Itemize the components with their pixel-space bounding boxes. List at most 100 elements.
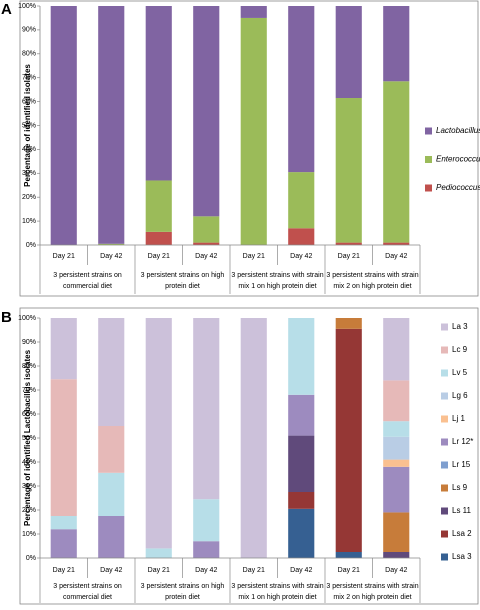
bar-segment bbox=[383, 421, 410, 437]
legend-label: Lj 1 bbox=[452, 414, 465, 423]
bar-segment bbox=[383, 242, 410, 245]
x-tick-label: Day 42 bbox=[385, 567, 407, 574]
y-tick-label: 60% bbox=[22, 411, 36, 418]
y-tick-label: 90% bbox=[22, 27, 36, 34]
bar-segment bbox=[288, 508, 315, 558]
x-tick-label: Day 42 bbox=[290, 253, 312, 260]
y-tick-label: 60% bbox=[22, 98, 36, 105]
y-tick-label: 50% bbox=[22, 435, 36, 442]
legend-label: Lg 6 bbox=[452, 391, 468, 400]
x-tick-label: Day 21 bbox=[243, 567, 265, 574]
legend-label: Lc 9 bbox=[452, 345, 468, 354]
group-label: 3 persistent strains with strain mix 1 on… bbox=[231, 583, 323, 601]
legend-swatch bbox=[441, 346, 448, 354]
bar-segment bbox=[288, 492, 315, 509]
bar-segment bbox=[145, 6, 172, 181]
bar-segment bbox=[98, 516, 125, 558]
legend-label: Ls 11 bbox=[452, 506, 472, 515]
x-tick-label: Day 42 bbox=[385, 253, 407, 260]
y-axis-title: Percentage of identified isolates bbox=[23, 64, 32, 187]
bar-segment bbox=[50, 529, 77, 558]
bar-segment bbox=[240, 17, 267, 246]
bar-segment bbox=[288, 6, 315, 173]
bar-segment bbox=[335, 6, 362, 99]
y-tick-label: 80% bbox=[22, 363, 36, 370]
bar-segment bbox=[193, 541, 220, 558]
y-tick-label: 30% bbox=[22, 170, 36, 177]
legend-swatch bbox=[441, 323, 448, 331]
legend-label: Lr 12* bbox=[452, 437, 473, 446]
bar-segment bbox=[145, 318, 172, 549]
legend-label: Enterococcus bbox=[436, 155, 480, 164]
x-tick-label: Day 42 bbox=[195, 253, 217, 260]
legend-swatch bbox=[441, 507, 448, 515]
legend-swatch bbox=[441, 484, 448, 492]
bar-segment bbox=[98, 472, 125, 516]
y-tick-label: 90% bbox=[22, 339, 36, 346]
bar-segment bbox=[98, 426, 125, 473]
bar-segment bbox=[145, 180, 172, 232]
y-axis-title: Percentage of identified Lactobacillus i… bbox=[23, 349, 32, 526]
bar-segment bbox=[193, 318, 220, 500]
x-tick-label: Day 42 bbox=[100, 253, 122, 260]
group-label: 3 persistent strains on commercial diet bbox=[53, 272, 122, 290]
bar-segment bbox=[335, 98, 362, 243]
legend-label: Pediococcus bbox=[436, 183, 480, 192]
bar-segment bbox=[50, 6, 77, 245]
bar-segment bbox=[288, 435, 315, 492]
chart-border bbox=[19, 0, 479, 297]
legend-label: Lactobacillus bbox=[436, 126, 480, 135]
legend-swatch bbox=[441, 461, 448, 469]
bar-segment bbox=[288, 172, 315, 229]
group-label: 3 persistent strains on commercial diet bbox=[53, 583, 122, 601]
y-tick-label: 50% bbox=[22, 122, 36, 129]
legend-swatch bbox=[441, 438, 448, 446]
legend-swatch bbox=[425, 156, 432, 163]
legend-swatch bbox=[441, 553, 448, 561]
bar-segment bbox=[98, 318, 125, 426]
y-tick-label: 10% bbox=[22, 531, 36, 538]
bar-segment bbox=[383, 380, 410, 422]
y-tick-label: 40% bbox=[22, 459, 36, 466]
group-label: 3 persistent strains on high protein diet bbox=[141, 583, 225, 601]
bar-segment bbox=[383, 459, 410, 467]
bar-segment bbox=[240, 318, 267, 558]
y-tick-label: 80% bbox=[22, 51, 36, 58]
x-tick-label: Day 21 bbox=[338, 253, 360, 260]
legend-label: La 3 bbox=[452, 322, 468, 331]
x-tick-label: Day 42 bbox=[195, 567, 217, 574]
bar-segment bbox=[383, 552, 410, 558]
y-tick-label: 70% bbox=[22, 75, 36, 82]
x-tick-label: Day 21 bbox=[243, 253, 265, 260]
legend-swatch bbox=[441, 369, 448, 377]
legend-label: Lv 5 bbox=[452, 368, 468, 377]
legend-label: Lsa 3 bbox=[452, 552, 472, 561]
y-tick-label: 10% bbox=[22, 218, 36, 225]
x-tick-label: Day 21 bbox=[338, 567, 360, 574]
group-label: 3 persistent strains on high protein diet bbox=[141, 272, 225, 290]
y-tick-label: 70% bbox=[22, 387, 36, 394]
bar-segment bbox=[383, 466, 410, 513]
bar-segment bbox=[98, 243, 125, 245]
legend-swatch bbox=[425, 184, 432, 192]
legend-swatch bbox=[441, 530, 448, 538]
bar-segment bbox=[145, 231, 172, 245]
legend-label: Ls 9 bbox=[452, 483, 468, 492]
x-tick-label: Day 21 bbox=[148, 567, 170, 574]
panel-label: A bbox=[1, 1, 12, 18]
x-tick-label: Day 21 bbox=[53, 567, 75, 574]
bar-segment bbox=[383, 512, 410, 552]
bar-segment bbox=[288, 394, 315, 436]
y-tick-label: 40% bbox=[22, 146, 36, 153]
x-tick-label: Day 42 bbox=[100, 567, 122, 574]
bar-segment bbox=[335, 328, 362, 552]
legend-label: Lr 15 bbox=[452, 460, 471, 469]
y-tick-label: 30% bbox=[22, 483, 36, 490]
bar-segment bbox=[288, 318, 315, 395]
x-tick-label: Day 21 bbox=[53, 253, 75, 260]
bar-segment bbox=[240, 6, 267, 18]
bar-segment bbox=[193, 6, 220, 217]
y-tick-label: 100% bbox=[18, 3, 36, 10]
group-label: 3 persistent strains with strain mix 2 on… bbox=[326, 272, 418, 290]
